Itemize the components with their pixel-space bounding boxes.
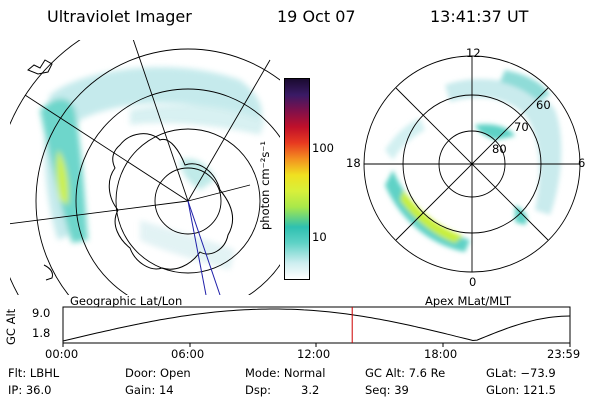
altitude-ytick-high: 9.0 [32, 306, 51, 320]
status-glon: GLon: 121.5 [486, 383, 556, 397]
altitude-xtick-0600: 06:00 [171, 347, 205, 361]
altitude-curve [62, 308, 571, 342]
altitude-plot [62, 306, 571, 347]
colorbar-tick-10: 10 [312, 230, 327, 244]
status-mode: Mode: Normal [245, 366, 326, 380]
altitude-xtick-0000: 00:00 [45, 347, 79, 361]
altitude-ytick-low: 1.8 [32, 326, 51, 340]
mlat-label-80: 80 [492, 142, 507, 156]
mlat-label-60: 60 [536, 98, 551, 112]
colorbar-unit-label: photon cm⁻²s⁻¹ [258, 141, 272, 230]
colorbar-tick-100: 100 [312, 141, 334, 155]
mlat-label-70: 70 [514, 120, 529, 134]
mlt-spokes [364, 56, 580, 272]
status-ip: IP: 36.0 [8, 383, 52, 397]
mlt-label-6: 6 [578, 156, 586, 170]
coastline-fragment [27, 59, 53, 75]
status-gc-alt: GC Alt: 7.6 Re [365, 366, 446, 380]
altitude-xtick-2359: 23:59 [547, 347, 581, 361]
geographic-panel-label: Geographic Lat/Lon [70, 294, 183, 308]
status-dsp-label: Dsp: [245, 383, 272, 397]
longitude-grid [10, 40, 271, 225]
altitude-ylabel: GC Alt [4, 308, 18, 345]
status-filter: Flt: LBHL [8, 366, 60, 380]
status-seq: Seq: 39 [365, 383, 409, 397]
geographic-map [10, 40, 280, 295]
coastline-antarctica [108, 133, 233, 270]
mlt-label-12: 12 [466, 46, 481, 60]
status-glat: GLat: −73.9 [486, 366, 556, 380]
altitude-x-ticks [62, 343, 571, 347]
status-door: Door: Open [125, 366, 191, 380]
mlt-label-0: 0 [469, 275, 477, 289]
date-label: 19 Oct 07 [277, 7, 356, 26]
coastline-fragment [43, 264, 53, 281]
time-label: 13:41:37 UT [430, 7, 529, 26]
altitude-xtick-1200: 12:00 [297, 347, 331, 361]
mlt-label-18: 18 [346, 156, 361, 170]
instrument-title: Ultraviolet Imager [47, 7, 192, 26]
status-gain: Gain: 14 [125, 383, 174, 397]
apex-panel-label: Apex MLat/MLT [425, 294, 512, 308]
altitude-plot-frame [62, 306, 571, 344]
colorbar [284, 78, 310, 280]
altitude-xtick-1800: 18:00 [424, 347, 458, 361]
apex-polar-plot [363, 55, 581, 273]
latitude-grid [10, 40, 280, 295]
aurora-emission-apex [385, 70, 562, 252]
meridian-lines [187, 200, 221, 295]
status-dsp-value: 3.2 [301, 383, 320, 397]
